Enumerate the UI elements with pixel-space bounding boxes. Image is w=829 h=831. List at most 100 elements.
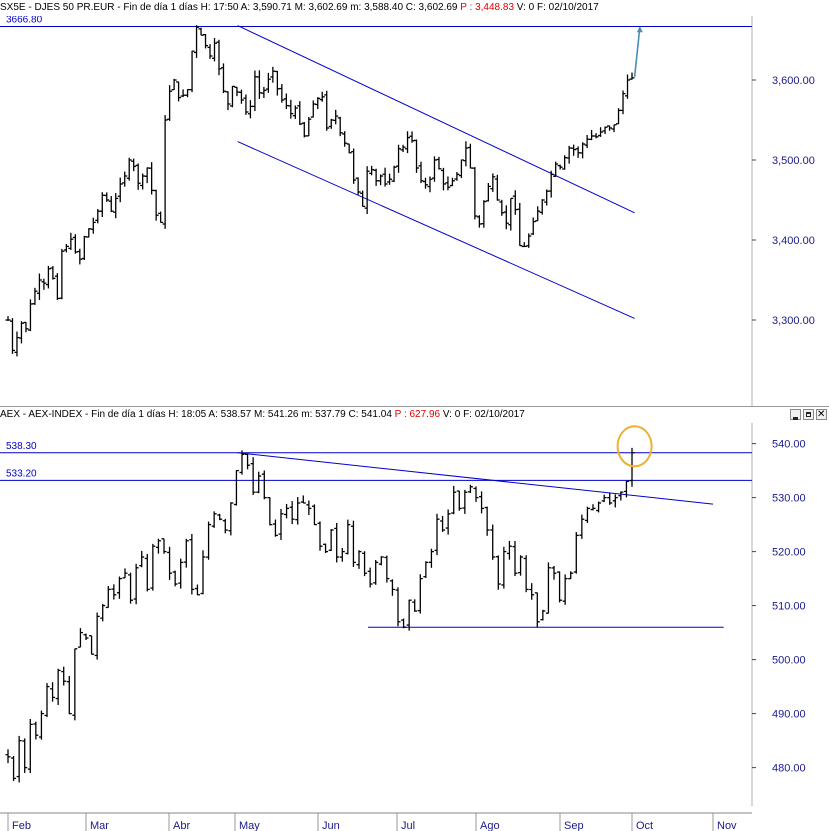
bottom-ohlc-bar (256, 471, 262, 494)
top-ohlc-bar (108, 196, 114, 213)
bottom-ohlc-bar (44, 683, 50, 718)
bottom-ohlc-bar (222, 518, 228, 534)
bottom-ohlc-bar (545, 562, 551, 614)
top-ohlc-bar (472, 167, 478, 220)
top-ohlc-bar (342, 131, 348, 147)
top-ohlc-bar (418, 161, 424, 184)
top-ohlc-bar (5, 316, 11, 321)
bottom-ohlc-bar (300, 495, 306, 504)
bottom-ohlc-bar (557, 571, 563, 603)
top-ohlc-bar (310, 100, 316, 118)
bottom-ohlc-bar (16, 735, 22, 783)
top-ohlc-bar (54, 273, 60, 301)
top-ohlc-bar (499, 199, 505, 216)
top-ohlc-bar (373, 168, 379, 186)
top-ohlc-bar (396, 144, 402, 173)
bottom-ohlc-bar (540, 609, 546, 621)
bottom-ohlc-bar (311, 504, 317, 526)
top-ohlc-bar (463, 141, 469, 167)
bottom-ohlc-bar (534, 592, 540, 628)
bottom-ohlc-bar (417, 574, 423, 614)
bottom-ohlc-bar (629, 447, 635, 487)
top-ohlc-bar (126, 157, 132, 181)
top-ohlc-bar (113, 193, 119, 219)
top-ohlc-bar (422, 177, 428, 189)
top-ohlc-bar (607, 125, 613, 131)
bottom-ohlc-bar (395, 587, 401, 627)
top-ohlc-bar (212, 37, 218, 62)
bottom-ohlc-bar (512, 541, 518, 577)
top-ohlc-bar (629, 72, 635, 80)
top-ohlc-bar (355, 177, 361, 195)
bottom-ohlc-bar (423, 561, 429, 578)
top-ohlc-bar (517, 202, 523, 247)
bottom-ohlc-bar (245, 453, 251, 470)
bottom-ohlc-bar (228, 502, 234, 536)
top-ohlc-bar (620, 90, 626, 115)
bottom-panel-date: V: 0 F: 02/10/2017 (440, 409, 525, 420)
top-ohlc-bar (346, 143, 352, 154)
bottom-ohlc-bar (479, 491, 485, 514)
top-ohlc-bar (149, 162, 155, 195)
bottom-ohlc-bar (473, 486, 479, 502)
bottom-ohlc-bar (501, 546, 507, 589)
bottom-y-tick-label: 530.00 (772, 493, 806, 505)
bottom-ohlc-bar (373, 560, 379, 585)
close-icon[interactable]: ✕ (816, 409, 827, 420)
top-ohlc-bar (405, 131, 411, 154)
bottom-ohlc-bar (618, 491, 624, 501)
top-ohlc-bar (301, 122, 307, 138)
bottom-ohlc-bar (378, 556, 384, 566)
top-ohlc-bar (41, 278, 47, 290)
bottom-ohlc-bar (445, 509, 451, 535)
x-tick-label: Sep (564, 820, 584, 831)
top-ohlc-bar (50, 266, 56, 280)
bottom-ohlc-bar (389, 579, 395, 596)
bottom-ohlc-bar (506, 540, 512, 560)
x-tick-label: May (239, 820, 260, 831)
bottom-ohlc-bar (105, 586, 111, 609)
bottom-ohlc-bar (529, 583, 535, 600)
top-ohlc-bar (494, 174, 500, 201)
top-ohlc-bar (162, 115, 168, 229)
top-ohlc-bar (360, 190, 366, 208)
top-ohlc-bar (409, 131, 415, 143)
bottom-ohlc-bar (122, 568, 128, 579)
top-ohlc-bar (476, 215, 482, 228)
top-projection-line (633, 27, 641, 77)
bottom-ohlc-bar (261, 470, 267, 500)
bottom-ohlc-bar (150, 543, 156, 591)
bottom-ohlc-bar (596, 501, 602, 513)
x-tick-label: Feb (12, 820, 31, 831)
bottom-ohlc-bar (323, 543, 329, 554)
top-ohlc-bar (449, 177, 455, 187)
minimize-icon[interactable] (790, 409, 801, 420)
top-ohlc-bar (270, 66, 276, 83)
top-ohlc-bar (104, 192, 110, 202)
top-y-tick-label: 3,500.00 (772, 155, 815, 167)
top-ohlc-bar (571, 144, 577, 156)
top-ohlc-bar (526, 233, 532, 248)
top-ohlc-bar (207, 44, 213, 59)
top-ohlc-bar (562, 155, 568, 170)
bottom-ohlc-bar (367, 567, 373, 588)
top-y-tick-label: 3,400.00 (772, 235, 815, 247)
bottom-ohlc-bar (139, 550, 145, 568)
bottom-ohlc-bar (89, 635, 95, 655)
maximize-icon[interactable] (803, 409, 814, 420)
top-ohlc-bar (45, 265, 51, 289)
top-ohlc-bar (220, 63, 226, 94)
bottom-ohlc-bar (100, 603, 106, 622)
top-ohlc-bar (369, 165, 375, 176)
bottom-y-tick-label: 500.00 (772, 655, 806, 667)
top-ohlc-bar (36, 273, 42, 300)
bottom-ohlc-bar (116, 576, 122, 599)
bottom-ohlc-bar (345, 519, 351, 555)
bottom-ohlc-bar (128, 572, 134, 604)
top-ohlc-bar (144, 167, 150, 184)
top-ohlc-bar (9, 318, 15, 354)
bottom-ohlc-bar (434, 513, 440, 556)
top-ohlc-bar (252, 70, 258, 112)
top-ohlc-bar (328, 118, 334, 129)
